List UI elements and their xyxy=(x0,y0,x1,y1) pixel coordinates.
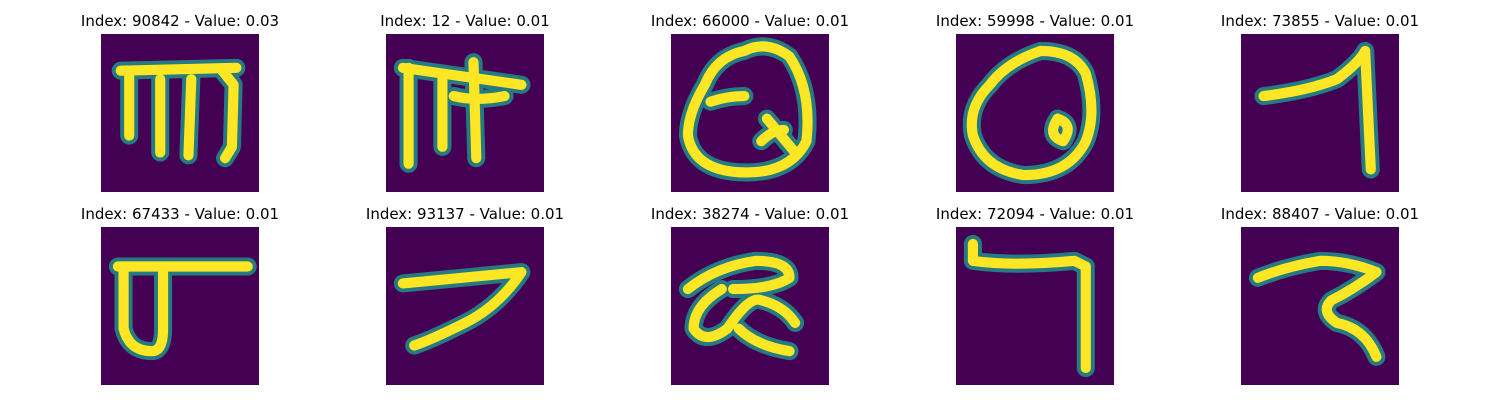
image-title: Index: 72094 - Value: 0.01 xyxy=(935,205,1135,223)
image-title: Index: 90842 - Value: 0.03 xyxy=(80,12,280,30)
image-title: Index: 88407 - Value: 0.01 xyxy=(1220,205,1420,223)
digit-image xyxy=(671,227,829,385)
image-title: Index: 38274 - Value: 0.01 xyxy=(650,205,850,223)
image-title: Index: 67433 - Value: 0.01 xyxy=(80,205,280,223)
digit-image xyxy=(956,227,1114,385)
digit-image xyxy=(101,34,259,192)
image-title: Index: 73855 - Value: 0.01 xyxy=(1220,12,1420,30)
digit-image xyxy=(386,34,544,192)
digit-image xyxy=(1241,34,1399,192)
digit-image xyxy=(671,34,829,192)
image-title: Index: 93137 - Value: 0.01 xyxy=(365,205,565,223)
digit-image xyxy=(1241,227,1399,385)
image-title: Index: 12 - Value: 0.01 xyxy=(380,12,550,30)
image-title: Index: 66000 - Value: 0.01 xyxy=(650,12,850,30)
digit-image xyxy=(386,227,544,385)
image-title: Index: 59998 - Value: 0.01 xyxy=(935,12,1135,30)
digit-image xyxy=(101,227,259,385)
digit-image xyxy=(956,34,1114,192)
